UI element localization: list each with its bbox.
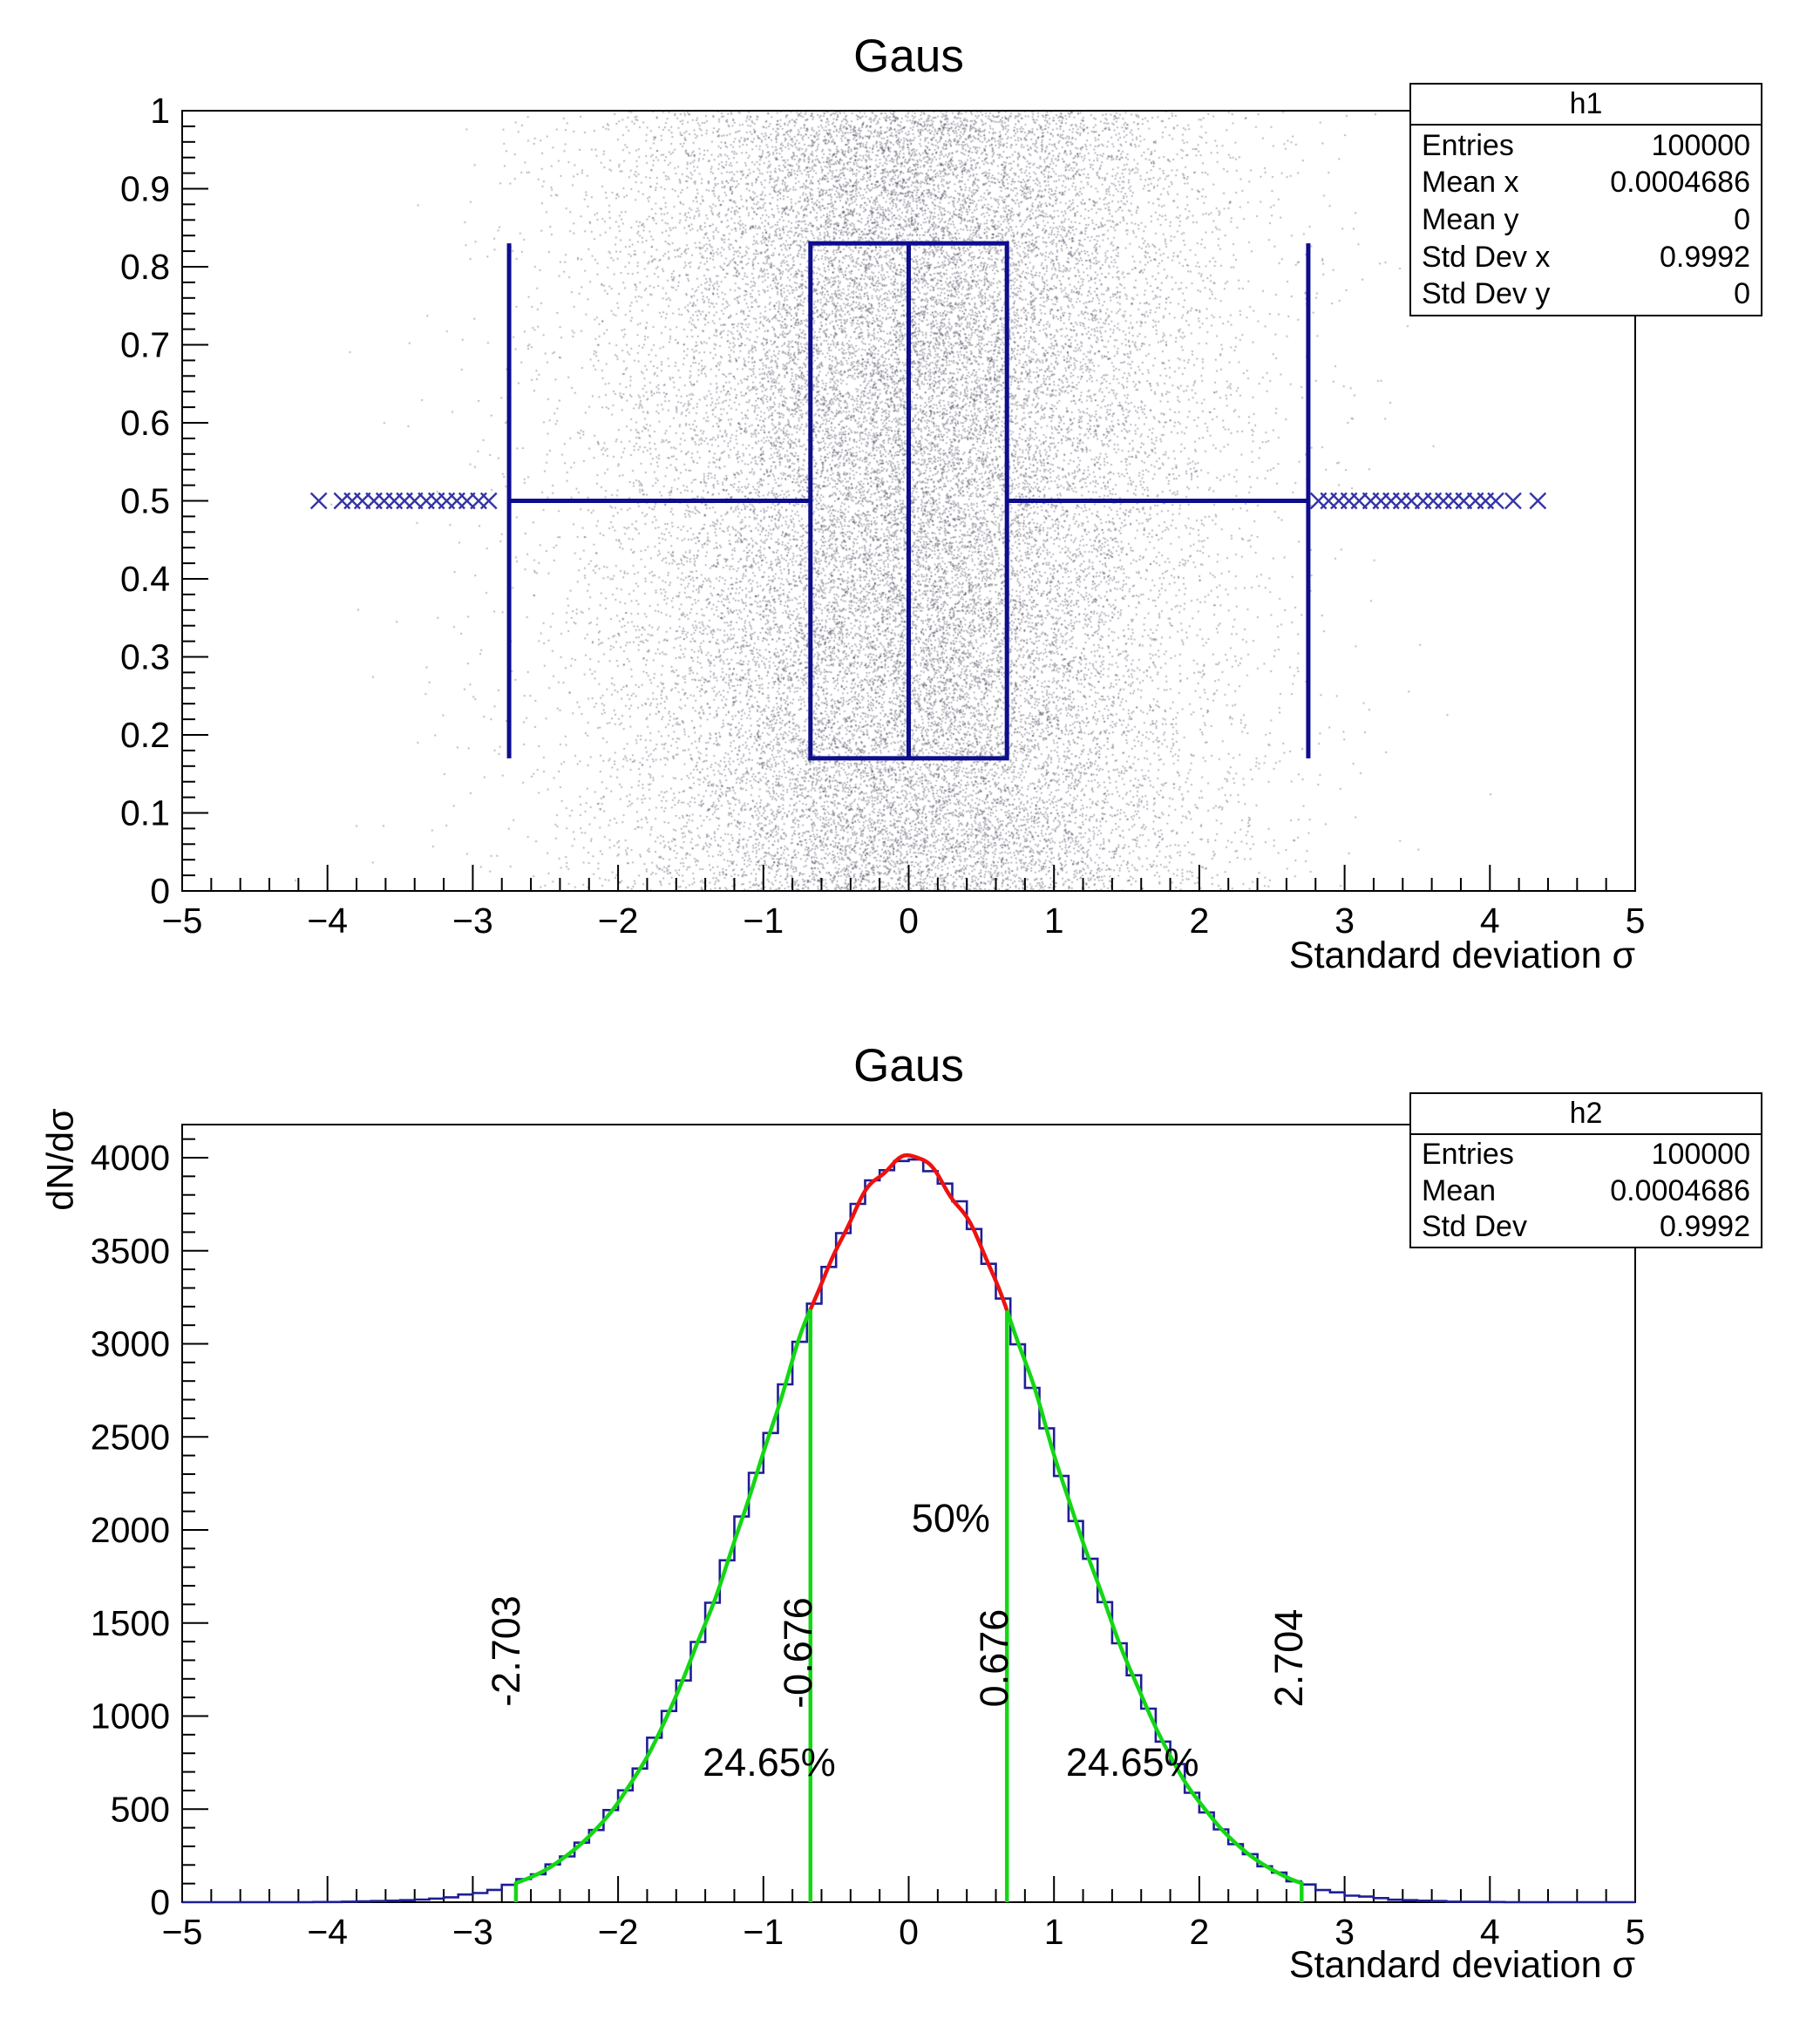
x-tick-label: −2: [598, 901, 639, 941]
y-tick-label: 0.8: [120, 247, 170, 287]
x-tick-label: 5: [1626, 1912, 1646, 1952]
gaussian-fit-red: [808, 1152, 1009, 1311]
y-tick-label: 3500: [91, 1231, 170, 1271]
stats-row: Std Dev 0.9992: [1422, 1210, 1750, 1244]
stats-box-h2-title: h2: [1411, 1094, 1761, 1135]
panel1-tick-labels: −5 −4 −3 −2 −1 0 1 2 3 4 5 0 0.1 0.2 0.3 0.4 0.5 0.6 0.7 0.…: [120, 91, 1645, 941]
stats-label: Std Dev: [1422, 1210, 1527, 1244]
annotation-50-percent: 50%: [911, 1496, 990, 1541]
y-tick-label: 0.4: [120, 559, 170, 599]
stats-label: Entries: [1422, 128, 1514, 162]
stats-label: Mean y: [1422, 202, 1519, 236]
x-tick-label: 2: [1189, 901, 1209, 941]
x-tick-label: −3: [452, 1912, 493, 1952]
x-tick-label: 4: [1480, 901, 1500, 941]
x-tick-label: 1: [1044, 901, 1064, 941]
x-tick-label: −5: [162, 901, 203, 941]
x-tick-label: 4: [1480, 1912, 1500, 1952]
stats-row: Std Dev y 0: [1422, 277, 1750, 311]
x-tick-label: −4: [307, 1912, 348, 1952]
y-tick-label: 1: [150, 91, 170, 131]
annotation-24-65-percent-left: 24.65%: [703, 1739, 836, 1784]
y-tick-label: 500: [111, 1789, 170, 1829]
stats-row: Entries 100000: [1422, 1138, 1750, 1172]
stats-row: Mean y 0: [1422, 203, 1750, 237]
stats-box-h1: h1 Entries 100000 Mean x 0.0004686 Mean …: [1409, 83, 1762, 316]
outlier-x-markers: [309, 492, 1547, 510]
y-tick-label: 0.7: [120, 325, 170, 365]
y-tick-label: 0.3: [120, 637, 170, 677]
x-tick-label: −1: [743, 1912, 784, 1952]
candle-box-plot: [506, 241, 1311, 761]
stats-label: Std Dev y: [1422, 277, 1551, 311]
x-tick-label: −3: [452, 901, 493, 941]
y-tick-label: 0.9: [120, 169, 170, 209]
y-tick-label: 0.5: [120, 481, 170, 521]
histogram-steps: [182, 1158, 1635, 1904]
stats-value: 0.9992: [1660, 240, 1750, 274]
x-tick-label: 0: [899, 901, 919, 941]
y-tick-label: 1500: [91, 1603, 170, 1643]
y-tick-label: 0.6: [120, 403, 170, 443]
annotation-24-65-percent-right: 24.65%: [1065, 1739, 1199, 1784]
stats-row: Std Dev x 0.9992: [1422, 241, 1750, 275]
x-tick-label: 3: [1334, 1912, 1355, 1952]
stats-box-h1-title: h1: [1411, 85, 1761, 126]
x-tick-label: 2: [1189, 1912, 1209, 1952]
y-tick-label: 1000: [91, 1696, 170, 1737]
annotation-quantile-neg-0-676: -0.676: [775, 1597, 820, 1709]
x-tick-label: 0: [899, 1912, 919, 1952]
stats-box-h2: h2 Entries 100000 Mean 0.0004686 Std Dev…: [1409, 1092, 1762, 1248]
y-tick-label: 0: [150, 1882, 170, 1922]
annotation-quantile-pos-2-704: 2.704: [1267, 1609, 1312, 1708]
panel2-x-axis-title: Standard deviation σ: [1288, 1944, 1635, 1986]
x-tick-label: −1: [743, 901, 784, 941]
gaussian-fit-green: [513, 1308, 1304, 1902]
stats-value: 0: [1734, 202, 1750, 236]
stats-value: 0: [1734, 277, 1750, 311]
x-tick-label: −2: [598, 1912, 639, 1952]
stats-row: Mean x 0.0004686: [1422, 166, 1750, 200]
stats-value: 100000: [1651, 1137, 1750, 1171]
x-tick-label: 3: [1334, 901, 1355, 941]
y-tick-label: 0.2: [120, 715, 170, 755]
stats-value: 0.0004686: [1610, 1173, 1750, 1207]
y-tick-label: 0: [150, 871, 170, 911]
stats-row: Mean 0.0004686: [1422, 1174, 1750, 1208]
annotation-quantile-neg-2-703: -2.703: [483, 1594, 528, 1707]
y-tick-label: 3000: [91, 1324, 170, 1364]
x-tick-label: 5: [1626, 901, 1646, 941]
stats-value: 0.0004686: [1610, 166, 1750, 200]
x-tick-label: 1: [1044, 1912, 1064, 1952]
stats-value: 0.9992: [1660, 1210, 1750, 1244]
panel2-title: Gaus: [853, 1040, 964, 1091]
panel2-tick-labels: −5 −4 −3 −2 −1 0 1 2 3 4 5 0 500 1000 1500 2000 2500 3000…: [91, 1138, 1646, 1952]
panel1-x-axis-title: Standard deviation σ: [1288, 935, 1635, 976]
y-tick-label: 4000: [91, 1138, 170, 1178]
stats-label: Mean x: [1422, 166, 1519, 200]
x-tick-label: −5: [162, 1912, 203, 1952]
y-tick-label: 2500: [91, 1417, 170, 1457]
stats-label: Mean: [1422, 1173, 1497, 1207]
x-tick-label: −4: [307, 901, 348, 941]
panel2-y-axis-title: dN/dσ: [39, 1108, 82, 1211]
stats-label: Std Dev x: [1422, 240, 1551, 274]
stats-row: Entries 100000: [1422, 129, 1750, 163]
y-tick-label: 0.1: [120, 793, 170, 833]
y-tick-label: 2000: [91, 1510, 170, 1550]
panel1-title: Gaus: [853, 31, 964, 82]
stats-label: Entries: [1422, 1137, 1514, 1171]
stats-value: 100000: [1651, 128, 1750, 162]
panel2-frame-and-ticks: [181, 1124, 1636, 1903]
panel1-frame-and-ticks: [181, 110, 1636, 892]
annotation-quantile-pos-0-676: 0.676: [971, 1609, 1016, 1708]
